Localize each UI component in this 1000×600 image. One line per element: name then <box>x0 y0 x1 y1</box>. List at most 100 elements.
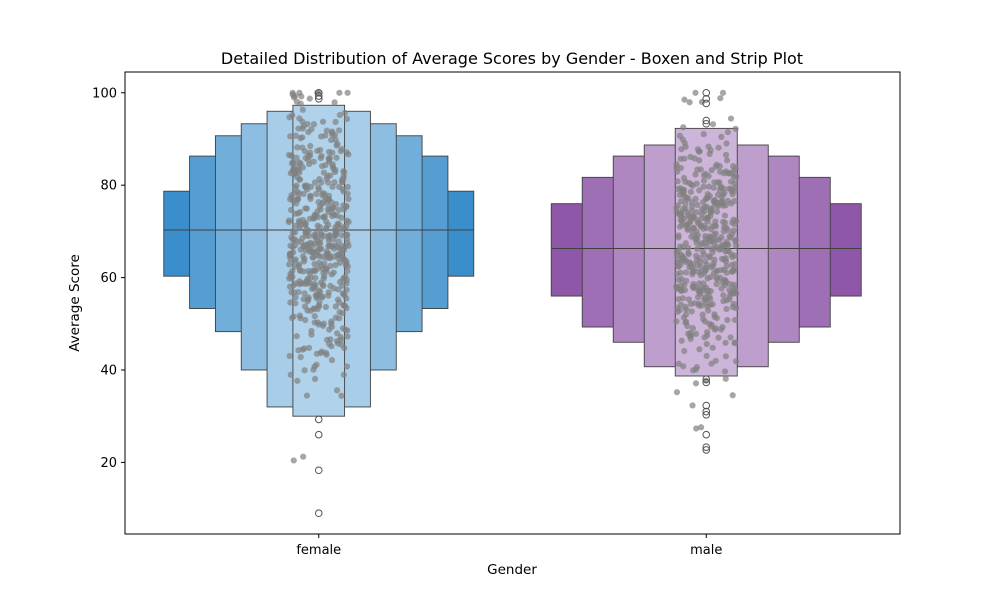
strip-point-male <box>702 266 709 274</box>
strip-point-female <box>313 361 320 368</box>
strip-point-female <box>294 195 302 202</box>
strip-point-female <box>340 175 347 182</box>
strip-point-male <box>722 375 729 382</box>
strip-point-female <box>343 305 350 312</box>
strip-point-male <box>698 215 705 222</box>
strip-point-male <box>692 89 699 96</box>
strip-point-female <box>334 220 341 227</box>
strip-point-female <box>323 175 330 182</box>
strip-point-male <box>692 171 699 178</box>
strip-point-male <box>722 168 730 175</box>
y-tick-label-40: 40 <box>100 363 117 378</box>
strip-point-female <box>328 243 335 250</box>
strip-point-female <box>300 123 307 130</box>
outlier-male <box>702 411 711 419</box>
outliers-layer <box>314 88 711 518</box>
strip-point-male <box>717 183 725 190</box>
strip-point-male <box>708 167 715 174</box>
strip-point-male <box>731 180 738 187</box>
outlier-female <box>314 94 323 103</box>
boxen-layer <box>163 104 862 417</box>
strip-point-female <box>313 190 320 198</box>
strip-point-female <box>311 313 318 320</box>
strip-point-female <box>291 289 298 296</box>
strip-point-female <box>308 126 315 133</box>
strip-point-female <box>292 132 299 139</box>
strip-point-male <box>707 147 714 154</box>
strip-point-male <box>711 198 718 205</box>
strip-point-female <box>305 344 313 351</box>
strip-point-male <box>712 325 720 332</box>
strip-point-male <box>707 295 714 302</box>
strip-point-male <box>717 95 724 102</box>
strip-point-male <box>697 241 704 248</box>
strip-point-male <box>716 236 723 244</box>
strip-point-female <box>320 282 327 289</box>
strip-point-female <box>307 142 314 150</box>
strip-point-female <box>321 273 328 280</box>
strip-point-female <box>312 274 319 282</box>
strip-point-female <box>328 357 336 364</box>
strip-point-male <box>676 191 683 198</box>
x-tick-label-male: male <box>690 543 722 558</box>
strip-point-male <box>723 140 730 147</box>
strip-point-female <box>321 260 328 267</box>
strip-point-male <box>718 326 725 333</box>
strip-point-female <box>337 251 344 259</box>
strip-point-female <box>337 333 344 341</box>
strip-point-male <box>731 316 739 324</box>
strip-point-female <box>338 214 345 221</box>
strip-point-female <box>307 274 314 281</box>
strip-point-female <box>319 293 326 300</box>
strip-point-male <box>695 268 702 275</box>
strip-point-male <box>705 173 712 180</box>
strip-point-male <box>732 236 739 244</box>
strip-point-female <box>308 285 316 292</box>
strip-point-female <box>289 112 296 119</box>
strip-point-male <box>719 89 727 96</box>
strip-point-female <box>297 135 304 142</box>
strip-point-male <box>701 318 709 325</box>
strip-point-female <box>332 303 339 310</box>
strip-point-male <box>685 330 692 337</box>
strip-points-layer <box>285 89 740 464</box>
strip-point-male <box>700 287 707 294</box>
strip-point-male <box>733 173 740 180</box>
strip-point-male <box>675 234 682 241</box>
strip-point-male <box>688 199 696 206</box>
strip-point-female <box>294 188 301 195</box>
strip-point-female <box>319 265 326 272</box>
outlier-male <box>702 430 711 439</box>
axes-layer: female male 20 40 60 80 100 <box>92 86 722 558</box>
outlier-male <box>702 446 711 454</box>
strip-point-female <box>316 288 324 296</box>
strip-point-male <box>682 200 689 208</box>
strip-point-female <box>323 351 330 358</box>
strip-point-male <box>677 261 684 268</box>
strip-point-male <box>681 96 688 103</box>
strip-point-female <box>308 327 315 335</box>
strip-point-female <box>330 285 338 292</box>
strip-point-male <box>731 252 738 259</box>
strip-point-male <box>686 99 693 106</box>
strip-point-male <box>677 155 684 162</box>
strip-point-male <box>679 136 686 143</box>
strip-point-male <box>722 339 729 346</box>
strip-point-male <box>694 219 702 226</box>
outlier-male <box>702 99 711 108</box>
strip-point-female <box>302 219 309 227</box>
strip-point-male <box>716 168 724 175</box>
strip-point-male <box>711 256 718 263</box>
strip-point-female <box>306 215 314 222</box>
strip-point-female <box>325 208 332 216</box>
strip-point-female <box>292 300 299 307</box>
strip-point-male <box>713 280 720 288</box>
strip-point-female <box>289 168 296 175</box>
strip-point-male <box>685 296 693 303</box>
strip-point-male <box>680 124 687 131</box>
strip-point-male <box>732 125 739 132</box>
y-tick-label-60: 60 <box>100 271 117 286</box>
strip-point-female <box>314 208 321 215</box>
strip-point-male <box>721 256 728 263</box>
strip-point-male <box>689 271 696 278</box>
